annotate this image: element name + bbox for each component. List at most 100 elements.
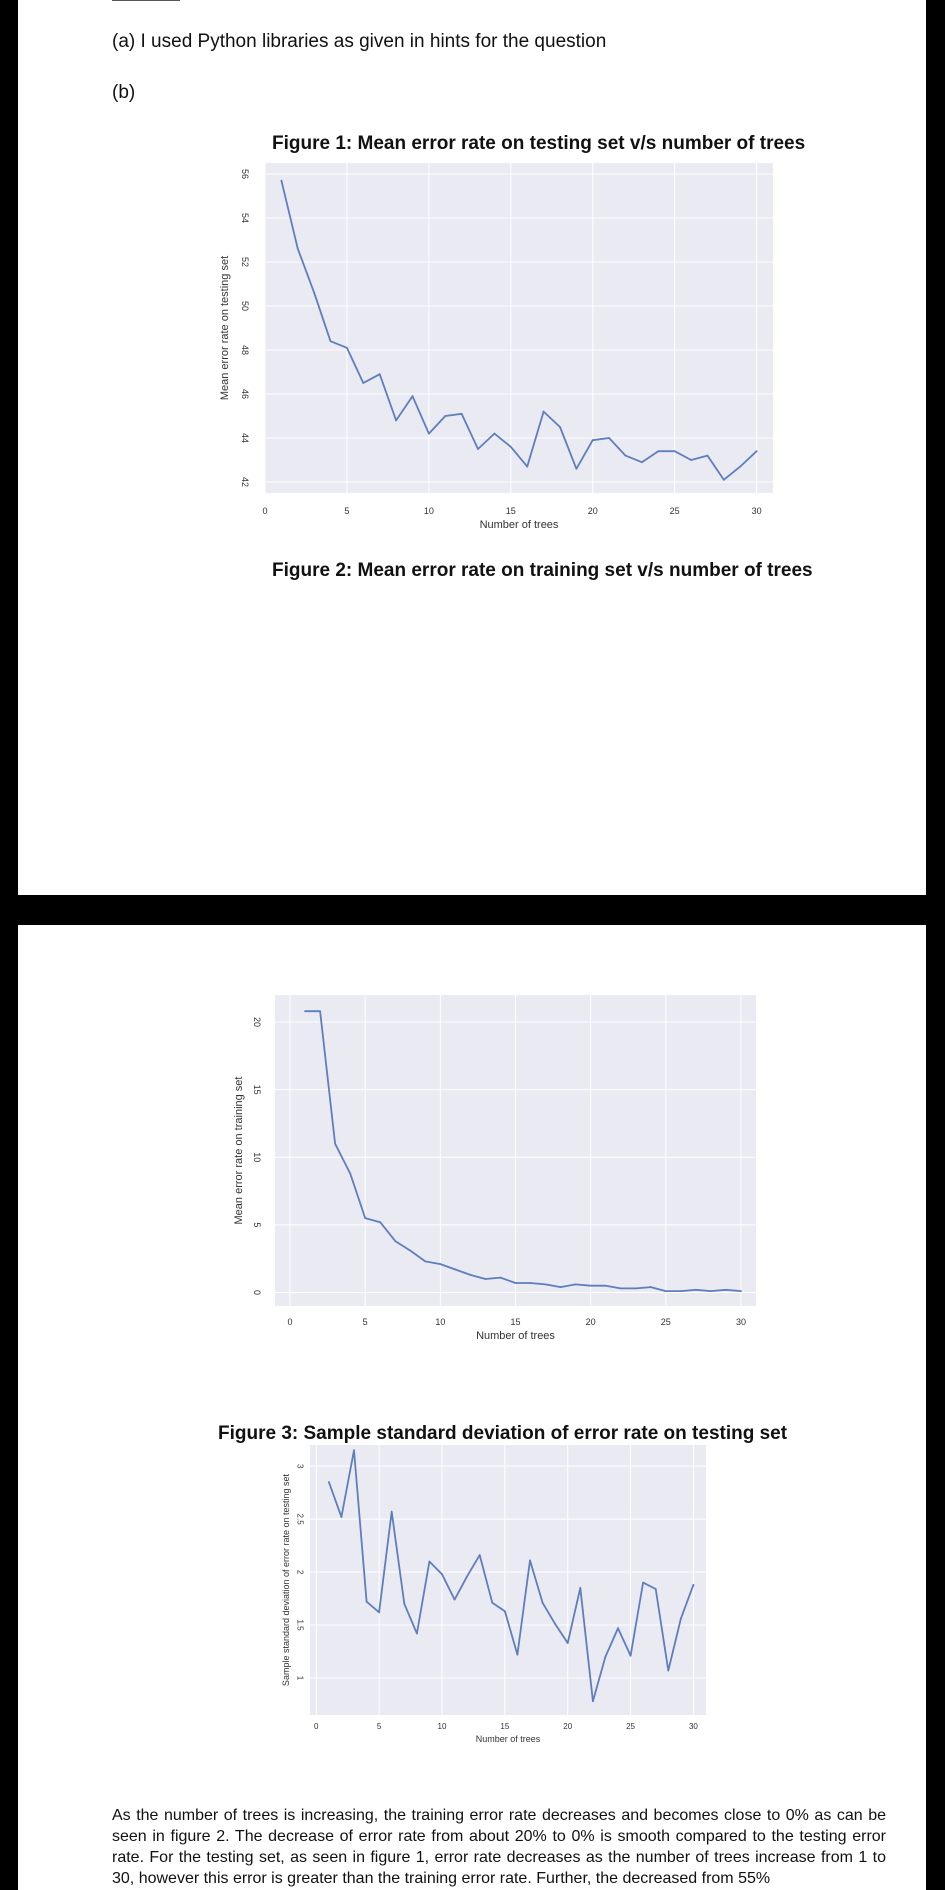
data-point (466, 1575, 469, 1578)
x-axis-label: Number of trees (480, 519, 559, 531)
data-point (706, 454, 709, 457)
x-tick-label: 30 (752, 506, 762, 516)
series-line (280, 180, 758, 481)
document-page-2: 0 5 10 15 20 25 30 0 5 10 15 20 Number of trees Mean … (18, 925, 926, 1890)
y-tick-label: 10 (252, 1152, 262, 1162)
data-point (591, 1700, 594, 1703)
answer-a-text: (a) I used Python libraries as given in … (112, 31, 607, 52)
figure-1-caption: Figure 1: Mean error rate on testing set… (272, 133, 806, 154)
data-point (679, 1290, 682, 1293)
data-point (365, 1600, 368, 1603)
data-point (574, 1283, 577, 1286)
data-point (379, 1221, 382, 1224)
data-point (694, 1288, 697, 1291)
data-point (424, 1260, 427, 1263)
figure-3-caption: Figure 3: Sample standard deviation of e… (218, 1423, 788, 1444)
x-tick-label: 20 (588, 506, 598, 516)
data-point (427, 432, 430, 435)
y-tick-label: 56 (240, 169, 250, 179)
data-point (634, 1287, 637, 1290)
x-tick-label: 5 (344, 506, 349, 516)
data-point (641, 461, 643, 464)
y-tick-label: 1.5 (296, 1619, 305, 1631)
data-point (722, 478, 725, 481)
data-point (673, 450, 676, 453)
data-point (403, 1602, 406, 1605)
y-tick-label: 5 (252, 1222, 262, 1227)
data-point (296, 247, 299, 250)
data-point (667, 1669, 670, 1672)
plot-background (310, 1445, 706, 1715)
data-point (739, 465, 742, 468)
data-point (608, 437, 611, 439)
data-point (340, 1516, 343, 1518)
data-point (529, 1559, 531, 1562)
data-point (642, 1581, 645, 1584)
data-point (469, 1274, 472, 1276)
x-tick-label: 0 (288, 1317, 293, 1327)
data-point (484, 1278, 487, 1280)
x-tick-label: 10 (438, 1722, 447, 1731)
data-point (575, 467, 578, 470)
answer-b-label: (b) (112, 82, 136, 103)
data-point (441, 1573, 443, 1576)
y-axis-label: Mean error rate on training set (233, 1077, 245, 1225)
x-tick-label: 0 (314, 1722, 319, 1731)
data-point (509, 445, 512, 448)
data-point (679, 1617, 682, 1620)
data-point (378, 1611, 381, 1614)
x-tick-label: 20 (586, 1317, 596, 1327)
data-point (353, 1449, 355, 1452)
data-point (395, 419, 397, 422)
series-line (305, 1010, 742, 1293)
data-point (460, 412, 463, 415)
data-point (409, 1249, 412, 1252)
data-point (334, 1142, 337, 1145)
data-point (362, 382, 365, 384)
data-point (604, 1284, 607, 1287)
data-point (566, 1642, 569, 1644)
data-point (529, 1282, 532, 1284)
x-tick-label: 25 (626, 1722, 635, 1731)
data-point (327, 1481, 330, 1483)
y-tick-label: 2.5 (296, 1514, 305, 1526)
data-point (591, 439, 594, 442)
data-point (329, 340, 332, 343)
y-tick-label: 48 (240, 345, 250, 355)
data-point (444, 415, 447, 417)
data-point (454, 1268, 457, 1271)
data-point (541, 1601, 544, 1604)
data-point (559, 1286, 562, 1288)
y-tick-label: 20 (252, 1017, 262, 1027)
figure-2-chart: 0 5 10 15 20 25 30 0 5 10 15 20 Number of trees Mean … (233, 995, 756, 1342)
x-axis-label: Number of trees (476, 1734, 541, 1744)
plot-background (265, 163, 773, 493)
x-tick-label: 25 (661, 1317, 671, 1327)
data-point (657, 450, 660, 453)
y-tick-label: 52 (240, 257, 250, 267)
data-point (617, 1627, 619, 1630)
data-point (499, 1276, 502, 1279)
x-tick-label: 30 (736, 1317, 746, 1327)
data-point (503, 1610, 506, 1613)
data-point (304, 1010, 306, 1013)
y-tick-label: 1 (296, 1676, 305, 1681)
data-point (559, 426, 561, 428)
x-tick-label: 5 (363, 1317, 368, 1327)
data-point (692, 1583, 695, 1586)
data-point (755, 450, 758, 453)
data-point (624, 454, 627, 457)
data-point (710, 1290, 712, 1293)
data-point (542, 410, 545, 413)
y-tick-label: 42 (240, 477, 250, 487)
data-point (690, 459, 692, 461)
data-point (453, 1598, 456, 1601)
document-page-1: (a) I used Python libraries as given in … (18, 0, 926, 895)
data-point (589, 1284, 592, 1287)
x-tick-label: 20 (563, 1722, 572, 1731)
data-point (415, 1632, 418, 1635)
data-point (439, 1263, 442, 1265)
x-tick-label: 15 (500, 1722, 509, 1731)
x-tick-label: 30 (689, 1722, 698, 1731)
data-point (394, 1240, 397, 1242)
